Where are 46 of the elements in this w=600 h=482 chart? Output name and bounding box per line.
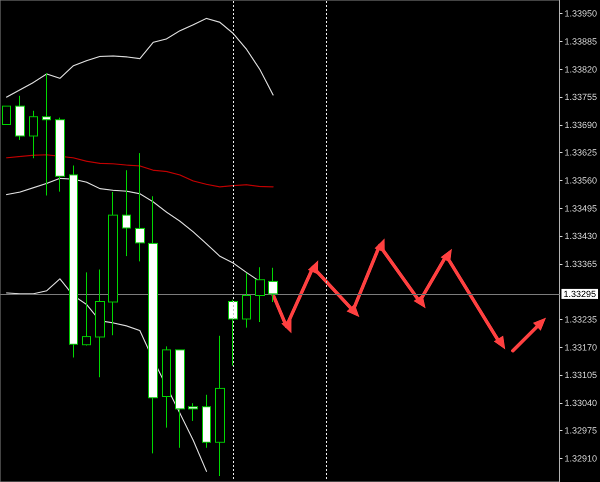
- candlestick: [69, 165, 78, 358]
- point: [281, 319, 292, 334]
- y-tick-label: 1.33820: [564, 64, 598, 74]
- y-tick-label: 1.33690: [564, 120, 598, 130]
- point: [374, 238, 385, 253]
- candlestick: [202, 394, 211, 448]
- y-tick-label: 1.33430: [564, 231, 598, 242]
- y-tick-label: 1.33560: [564, 175, 598, 186]
- y-tick-label: 1.33950: [564, 8, 598, 19]
- candlestick: [15, 95, 25, 140]
- y-tick-label: 1.33625: [564, 148, 598, 158]
- point: [346, 304, 360, 318]
- y-tick-label: 1.33365: [564, 258, 598, 269]
- candlestick: [268, 267, 278, 302]
- candlestick: [175, 349, 185, 448]
- y-tick-label: 1.33755: [564, 92, 598, 102]
- point: [308, 260, 318, 274]
- candlestick: [242, 272, 251, 328]
- candlestick: [95, 268, 105, 378]
- y-tick-label: 1.32910: [564, 453, 598, 464]
- y-tick-label: 1.33495: [564, 203, 598, 214]
- candlestick: [135, 152, 145, 262]
- point: [494, 336, 506, 350]
- candlestick: [162, 346, 171, 428]
- candlestick: [29, 110, 38, 159]
- y-tick-label: 1.32975: [564, 426, 598, 436]
- candlestick: [215, 335, 225, 477]
- y-tick-label: 1.33235: [564, 314, 598, 324]
- point: [440, 248, 452, 263]
- line-series: [6, 18, 274, 98]
- y-tick-label: 1.33105: [564, 370, 598, 380]
- candlestick: [122, 170, 131, 257]
- candlestick: [55, 117, 65, 192]
- line-series: [6, 154, 274, 188]
- y-tick-label: 1.33170: [564, 342, 598, 352]
- candlestick: [108, 192, 118, 336]
- y-tick-label: 1.33885: [564, 36, 598, 46]
- y-tick-label: 1.33040: [564, 398, 598, 408]
- candlestick: [82, 272, 91, 346]
- ref-line-label: 1.33295: [563, 288, 596, 299]
- candlestick: [255, 266, 265, 323]
- candlestick: [2, 106, 11, 125]
- candlestick: [148, 196, 158, 454]
- point: [414, 294, 426, 308]
- candlestick: [188, 402, 198, 422]
- candlestick: [42, 72, 51, 196]
